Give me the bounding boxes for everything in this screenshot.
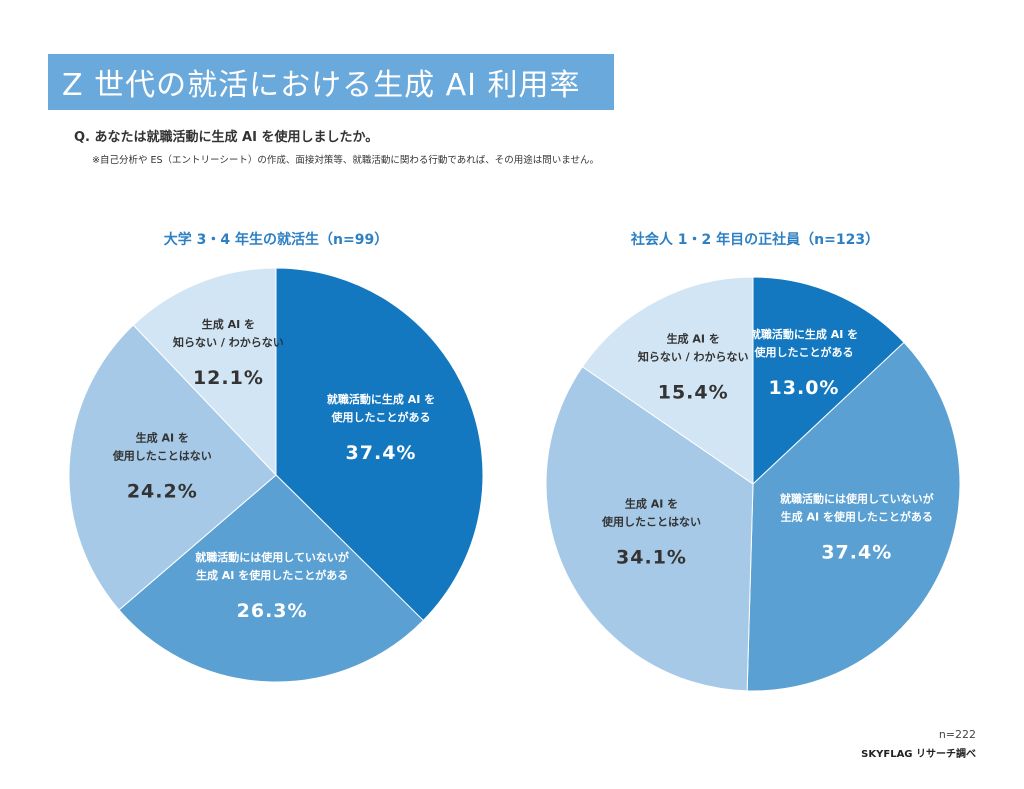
slice-label: 就職活動に生成 AI を <box>750 327 858 341</box>
slice-label: 生成 AI を <box>625 497 678 511</box>
slice-value: 26.3% <box>237 600 308 622</box>
chart-title-students: 大学 3・4 年生の就活生（n=99） <box>163 232 389 248</box>
source-credit: SKYFLAG リサーチ調べ <box>861 749 976 760</box>
slice-value: 12.1% <box>193 367 264 389</box>
survey-note: ※自己分析や ES（エントリーシート）の作成、面接対策等、就職活動に関わる行動で… <box>92 155 599 166</box>
survey-question: Q. あなたは就職活動に生成 AI を使用しましたか。 <box>74 130 379 145</box>
slice-value: 37.4% <box>821 542 892 564</box>
slice-label: 就職活動には使用していないが <box>780 492 934 506</box>
slice-value: 13.0% <box>769 377 840 399</box>
slice-label: 就職活動に生成 AI を <box>327 392 435 406</box>
pie-slice-used-not-for-job-hunting <box>746 341 961 692</box>
slice-label-group: 就職活動に生成 AI を使用したことがある 37.4% <box>327 392 435 464</box>
slice-label: 使用したことはない <box>601 515 701 529</box>
slice-label: 使用したことはない <box>112 448 212 462</box>
slice-label: 生成 AI を <box>202 317 255 331</box>
slice-label: 生成 AI を使用したことがある <box>781 510 933 524</box>
slice-value: 37.4% <box>346 442 417 464</box>
pie-slice-never-used <box>545 366 754 692</box>
slice-label: 使用したことがある <box>754 345 854 359</box>
slice-label: 知らない / わからない <box>172 335 284 349</box>
pie-slice-used-not-for-job-hunting <box>118 474 424 683</box>
pie-slice-unknown <box>581 276 754 485</box>
pie-slice-never-used <box>68 324 277 611</box>
slice-value: 24.2% <box>127 480 198 502</box>
slice-label: 生成 AI を使用したことがある <box>196 568 348 582</box>
slice-label: 知らない / わからない <box>637 349 749 363</box>
slice-value: 15.4% <box>658 381 729 403</box>
pie-slice-used-for-job-hunting <box>752 276 905 486</box>
pie-slice-unknown <box>132 267 277 477</box>
page-title: Z 世代の就活における生成 AI 利用率 <box>48 54 614 110</box>
total-sample-size: n=222 <box>938 728 976 741</box>
chart-title-employees: 社会人 1・2 年目の正社員（n=123） <box>630 232 880 248</box>
slice-label: 生成 AI を <box>136 430 189 444</box>
slice-label: 就職活動には使用していないが <box>195 550 349 564</box>
pie-slice-used-for-job-hunting <box>275 267 484 622</box>
slice-label: 使用したことがある <box>331 410 431 424</box>
slice-label: 生成 AI を <box>667 331 720 345</box>
pie-chart-employees: 就職活動に生成 AI を使用したことがある 13.0% 就職活動には使用していないが… <box>545 276 961 692</box>
slice-label-group: 就職活動に生成 AI を使用したことがある 13.0% <box>750 327 858 399</box>
pie-chart-students: 就職活動に生成 AI を使用したことがある 37.4% 就職活動には使用していないが… <box>68 267 484 683</box>
slice-value: 34.1% <box>616 547 687 569</box>
